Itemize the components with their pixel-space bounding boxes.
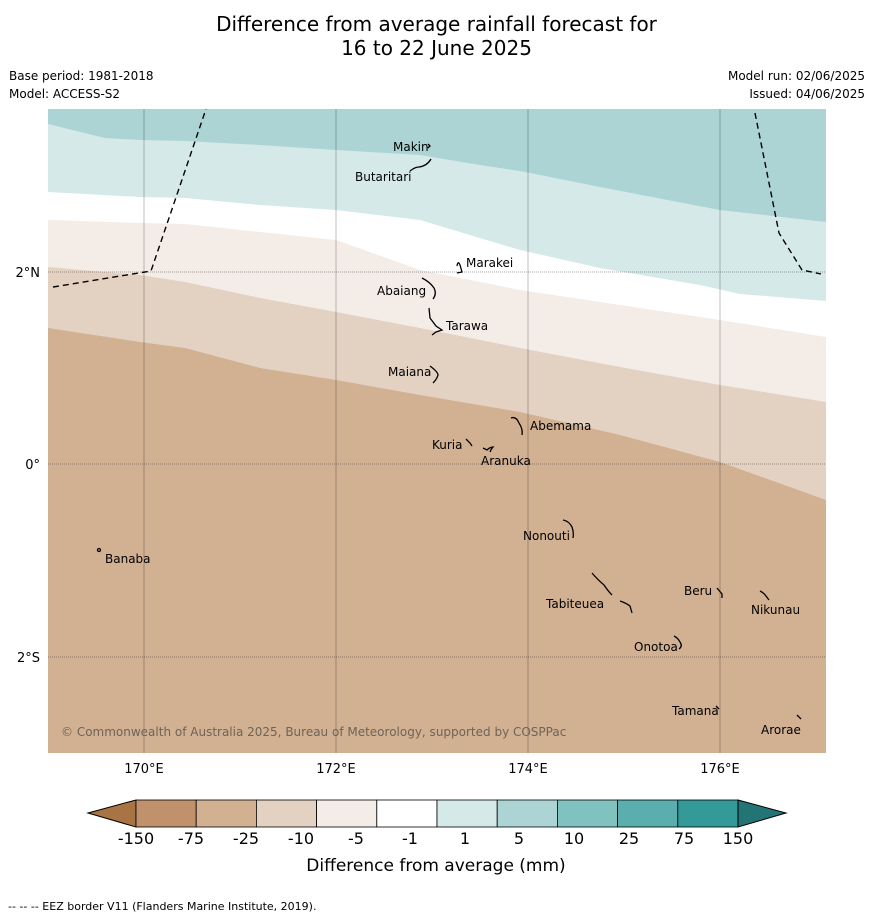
band-pos5 xyxy=(48,109,826,222)
island-label-arorae: Arorae xyxy=(761,723,801,737)
title-line-2: 16 to 22 June 2025 xyxy=(341,36,532,60)
colorbar-label: 75 xyxy=(674,829,694,848)
base-period: Base period: 1981-2018 xyxy=(9,69,154,83)
lon-label-170e: 170°E xyxy=(124,762,164,777)
title-line-1: Difference from average rainfall forecas… xyxy=(216,12,657,36)
colorbar-labels: -150 -75 -25 -10 -5 -1 1 5 10 25 75 150 xyxy=(118,829,753,848)
colorbar-label: 5 xyxy=(514,829,524,848)
colorbar: -150 -75 -25 -10 -5 -1 1 5 10 25 75 150 … xyxy=(86,799,788,876)
lat-label-0: 0° xyxy=(25,458,40,473)
island-label-tamana: Tamana xyxy=(671,704,719,718)
island-label-butaritari: Butaritari xyxy=(355,170,412,184)
colorbar-cell xyxy=(135,799,197,828)
lat-label-2n: 2°N xyxy=(16,266,41,281)
island-outlines xyxy=(96,143,802,720)
colorbar-cell xyxy=(376,799,438,828)
island-label-beru: Beru xyxy=(684,584,712,598)
island-labels: Makin Butaritari Marakei Abaiang Tarawa … xyxy=(105,140,801,737)
lon-label-174e: 174°E xyxy=(508,762,548,777)
island-label-aranuka: Aranuka xyxy=(481,454,531,468)
colorbar-cell xyxy=(255,799,317,828)
colorbar-cell xyxy=(316,799,378,828)
island-label-marakei: Marakei xyxy=(466,256,513,270)
longitude-labels: 170°E 172°E 174°E 176°E xyxy=(124,762,740,777)
island-label-tabiteuea: Tabiteuea xyxy=(545,597,604,611)
graticule xyxy=(143,109,721,753)
colorbar-label: -25 xyxy=(233,829,259,848)
island-label-maiana: Maiana xyxy=(388,365,431,379)
colorbar-cell xyxy=(195,799,257,828)
island-label-makin: Makin xyxy=(393,140,429,154)
island-label-abaiang: Abaiang xyxy=(377,284,426,298)
colorbar-label: -10 xyxy=(288,829,314,848)
island-label-kuria: Kuria xyxy=(432,438,463,452)
latitude-lines xyxy=(48,271,826,658)
colorbar-cells xyxy=(135,799,739,828)
lon-label-172e: 172°E xyxy=(316,762,356,777)
island-label-abemama: Abemama xyxy=(530,419,591,433)
colorbar-label: -75 xyxy=(178,829,204,848)
colorbar-extend-low xyxy=(86,799,137,828)
colorbar-cell xyxy=(496,799,558,828)
rainfall-bands xyxy=(48,109,826,753)
island-label-tarawa: Tarawa xyxy=(445,319,488,333)
lon-label-176e: 176°E xyxy=(700,762,740,777)
issued-date: Issued: 04/06/2025 xyxy=(749,87,865,101)
model-run: Model run: 02/06/2025 xyxy=(727,69,865,83)
colorbar-cell xyxy=(436,799,498,828)
eez-borders xyxy=(52,108,822,288)
lat-label-2s: 2°S xyxy=(17,651,40,666)
colorbar-label: 150 xyxy=(723,829,754,848)
copyright-notice: © Commonwealth of Australia 2025, Bureau… xyxy=(61,725,566,739)
model-name: Model: ACCESS-S2 xyxy=(9,87,121,101)
colorbar-cell xyxy=(557,799,619,828)
colorbar-title: Difference from average (mm) xyxy=(306,856,565,876)
island-label-onotoa: Onotoa xyxy=(634,640,678,654)
colorbar-cell xyxy=(617,799,679,828)
latitude-labels: 2°N 0° 2°S xyxy=(16,266,41,666)
colorbar-extend-high xyxy=(737,799,788,828)
colorbar-cell xyxy=(677,799,739,828)
colorbar-label: -150 xyxy=(118,829,154,848)
island-label-nonouti: Nonouti xyxy=(523,529,570,543)
colorbar-label: -5 xyxy=(348,829,364,848)
colorbar-label: 25 xyxy=(619,829,639,848)
eez-footnote: -- -- -- EEZ border V11 (Flanders Marine… xyxy=(8,900,317,913)
island-label-nikunau: Nikunau xyxy=(751,603,800,617)
colorbar-label: 1 xyxy=(460,829,470,848)
colorbar-label: 10 xyxy=(564,829,584,848)
island-label-banaba: Banaba xyxy=(105,552,151,566)
colorbar-label: -1 xyxy=(402,829,418,848)
